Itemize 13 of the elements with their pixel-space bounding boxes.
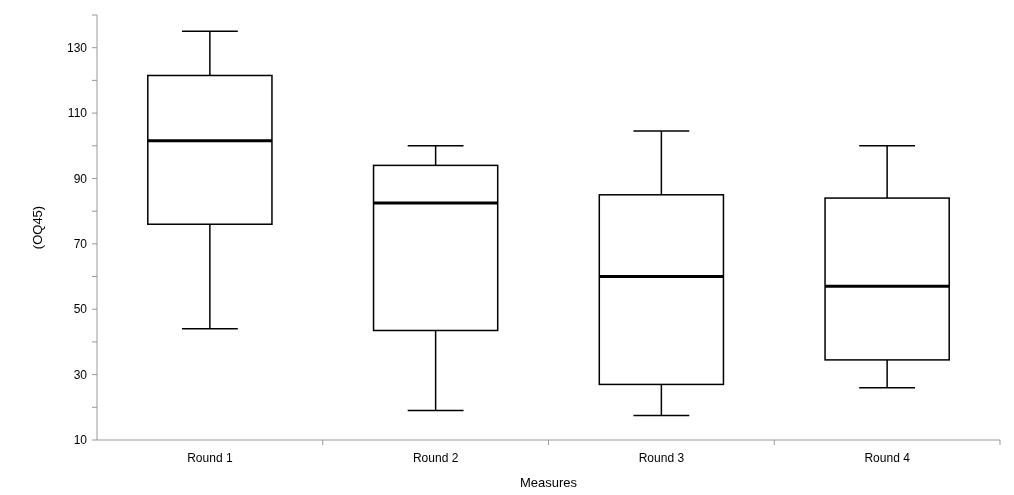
x-tick-label: Round 3 xyxy=(638,451,685,465)
y-tick-label: 10 xyxy=(73,433,88,448)
x-tick-label: Round 2 xyxy=(412,451,459,465)
x-axis-title: Measures xyxy=(519,475,578,490)
y-tick-label: 90 xyxy=(73,171,88,186)
x-tick-label: Round 4 xyxy=(864,451,911,465)
y-tick-label: 50 xyxy=(73,302,88,317)
x-tick-label: Round 1 xyxy=(187,451,233,465)
y-tick-label: 70 xyxy=(73,237,88,252)
y-tick-label: 110 xyxy=(67,106,88,121)
y-tick-label: 30 xyxy=(73,367,88,382)
y-tick-label: 130 xyxy=(66,40,88,55)
y-axis-title: (OQ45) xyxy=(30,205,45,250)
